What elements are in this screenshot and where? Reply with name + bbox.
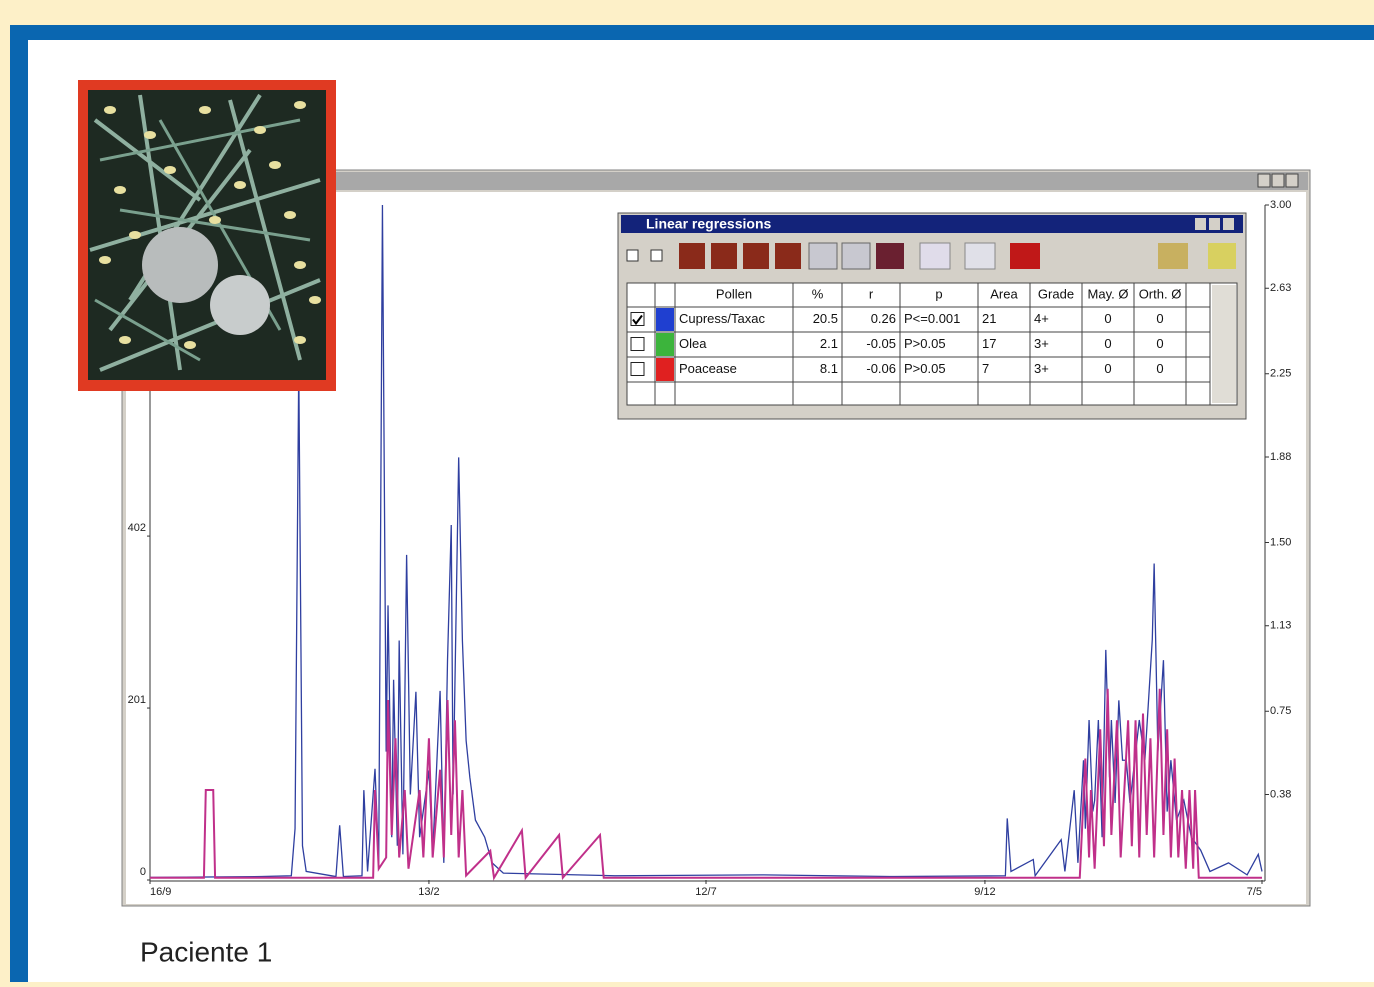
table-cell: P<=0.001: [904, 311, 960, 326]
page: {"chart_data": {"type": "line", "series"…: [0, 0, 1374, 982]
tool-button[interactable]: [809, 243, 837, 269]
y2-tick-label: 2.63: [1270, 282, 1291, 294]
maximize-button[interactable]: [1209, 218, 1220, 230]
y2-tick-label: 1.50: [1270, 536, 1291, 548]
column-header: Grade: [1038, 286, 1074, 301]
tool-button[interactable]: [1158, 243, 1188, 269]
cone: [142, 227, 218, 303]
screenshot: 0 201 402 0.38 0.75 1.13 1.50 1.88 2.25 2.63 3.00 1…: [0, 0, 1374, 982]
y2-tick-label: 1.13: [1270, 620, 1291, 632]
table-cell: 2.1: [820, 336, 838, 351]
tool-button[interactable]: [679, 243, 705, 269]
column-header: r: [869, 286, 874, 301]
table-cell: 7: [982, 361, 989, 376]
table-cell: 0.26: [871, 311, 896, 326]
window-title: Linear regressions: [646, 216, 771, 232]
y2-tick-label: 2.25: [1270, 368, 1291, 380]
table-cell: -0.06: [866, 361, 896, 376]
regressions-window: Linear regressions Pollen% r p Area Grade May…: [618, 213, 1246, 419]
x-tick-label: 13/2: [418, 886, 439, 898]
minimize-button[interactable]: [1258, 174, 1270, 187]
close-button[interactable]: [1223, 218, 1234, 230]
tool-button[interactable]: [842, 243, 870, 269]
tool-button[interactable]: [1208, 243, 1236, 269]
table-cell: 17: [982, 336, 996, 351]
column-header: Pollen: [716, 286, 752, 301]
column-header: May. Ø: [1088, 286, 1129, 301]
table-cell: 0: [1156, 361, 1163, 376]
row-checkbox[interactable]: [631, 363, 644, 376]
x-tick-label: 7/5: [1247, 886, 1262, 898]
table-cell: 0: [1104, 311, 1111, 326]
table-cell: Poacease: [679, 361, 737, 376]
table-cell: 20.5: [813, 311, 838, 326]
close-button[interactable]: [1286, 174, 1298, 187]
table-cell: P>0.05: [904, 361, 946, 376]
y2-tick-label: 0.38: [1270, 788, 1291, 800]
row-color: [656, 358, 674, 381]
tool-button[interactable]: [920, 243, 950, 269]
table-cell: 3+: [1034, 361, 1049, 376]
table-cell: 4+: [1034, 311, 1049, 326]
table-cell: -0.05: [866, 336, 896, 351]
toolbar-checkbox[interactable]: [651, 250, 662, 261]
y2-tick-label: 3.00: [1270, 199, 1291, 211]
maximize-button[interactable]: [1272, 174, 1284, 187]
tool-button[interactable]: [965, 243, 995, 269]
tool-button[interactable]: [711, 243, 737, 269]
photo: [88, 90, 326, 380]
column-header: %: [812, 286, 824, 301]
toolbar-checkbox[interactable]: [627, 250, 638, 261]
x-tick-label: 12/7: [695, 886, 716, 898]
window-buttons: [1258, 174, 1298, 187]
table-cell: 0: [1104, 336, 1111, 351]
y-tick-label: 0: [140, 866, 146, 878]
table-cell: 0: [1156, 311, 1163, 326]
x-tick-label: 9/12: [974, 886, 995, 898]
y-tick-label: 201: [128, 694, 146, 706]
row-color: [656, 308, 674, 331]
y2-tick-label: 1.88: [1270, 451, 1291, 463]
column-header: Orth. Ø: [1139, 286, 1182, 301]
minimize-button[interactable]: [1195, 218, 1206, 230]
table-cell: Cupress/Taxac: [679, 311, 765, 326]
table-cell: 0: [1104, 361, 1111, 376]
x-tick-label: 16/9: [150, 886, 171, 898]
tool-button[interactable]: [876, 243, 904, 269]
cone: [210, 275, 270, 335]
table-cell: Olea: [679, 336, 707, 351]
scrollbar[interactable]: [1212, 285, 1236, 403]
table-cell: 8.1: [820, 361, 838, 376]
table-cell: P>0.05: [904, 336, 946, 351]
y-tick-label: 402: [128, 522, 146, 534]
table-cell: 3+: [1034, 336, 1049, 351]
caption: Paciente 1: [140, 936, 272, 967]
table-cell: 0: [1156, 336, 1163, 351]
row-checkbox[interactable]: [631, 338, 644, 351]
column-header: Area: [990, 286, 1018, 301]
row-color: [656, 333, 674, 356]
tool-button[interactable]: [1010, 243, 1040, 269]
row-checkbox[interactable]: [631, 313, 644, 326]
column-header: p: [935, 286, 942, 301]
y2-tick-label: 0.75: [1270, 705, 1291, 717]
tool-button[interactable]: [775, 243, 801, 269]
tool-button[interactable]: [743, 243, 769, 269]
table-cell: 21: [982, 311, 996, 326]
